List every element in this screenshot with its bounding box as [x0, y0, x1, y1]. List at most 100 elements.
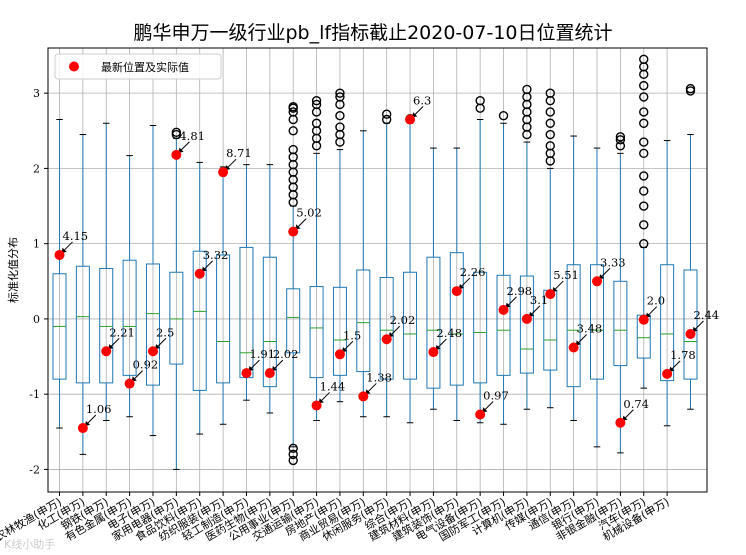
box-body	[683, 269, 698, 380]
latest-marker	[54, 249, 65, 260]
latest-point: 2.44	[685, 308, 719, 339]
box	[683, 83, 698, 410]
latest-value-label: 1.78	[670, 348, 696, 362]
flier-point	[335, 111, 345, 121]
flier-point	[615, 141, 626, 151]
box	[99, 122, 114, 422]
latest-value-label: 2.26	[460, 265, 486, 279]
y-tick-label: -1	[29, 388, 40, 401]
box	[590, 147, 605, 448]
flier-point	[639, 201, 649, 211]
latest-marker	[311, 400, 322, 411]
latest-value-label: 4.15	[63, 229, 89, 243]
box-body	[99, 267, 114, 384]
latest-point: 4.81	[171, 129, 205, 160]
flier-point	[288, 443, 298, 454]
box	[145, 125, 160, 437]
flier-point	[615, 135, 626, 145]
flier-point	[639, 186, 649, 196]
latest-point: 3.48	[568, 322, 603, 353]
box	[613, 132, 628, 454]
latest-value-label: 2.21	[109, 325, 135, 339]
flier-point	[381, 109, 392, 119]
box	[52, 118, 67, 429]
box-body	[660, 264, 675, 382]
flier-point	[639, 92, 649, 102]
x-axis: 农林牧渔(申万)化工(申万)钢铁(申万)有色金属(申万)电子(申万)家用电器(申…	[0, 492, 672, 544]
latest-point: 3.33	[592, 255, 626, 287]
latest-marker	[615, 417, 626, 428]
latest-marker	[521, 313, 532, 324]
flier-point	[288, 101, 298, 112]
latest-marker	[264, 368, 275, 379]
box-body	[449, 252, 464, 386]
flier-point	[545, 88, 555, 98]
latest-marker	[405, 114, 416, 125]
y-tick-label: 2	[33, 162, 40, 175]
latest-marker	[124, 378, 135, 389]
latest-marker	[498, 304, 509, 315]
legend-frame	[54, 53, 222, 80]
legend-marker	[69, 61, 79, 72]
box	[636, 54, 651, 389]
latest-value-label: 2.48	[436, 326, 462, 340]
latest-value-label: 5.51	[553, 268, 579, 282]
plot-frame	[47, 47, 708, 493]
legend-label: 最新位置及实际值	[101, 60, 189, 74]
flier-point	[288, 144, 298, 155]
box	[75, 134, 90, 455]
box-body	[332, 286, 347, 376]
flier-point	[311, 99, 322, 110]
latest-point: 8.71	[218, 146, 252, 178]
latest-point: 0.74	[615, 397, 649, 428]
y-tick-label: 3	[33, 87, 40, 100]
box-body	[426, 256, 441, 389]
latest-value-label: 2.5	[156, 325, 174, 339]
latest-marker	[101, 346, 112, 357]
flier-point	[545, 107, 555, 117]
flier-point	[171, 127, 182, 137]
flier-point	[639, 137, 649, 147]
latest-point: 3.1	[521, 293, 548, 324]
latest-markers: 4.151.062.210.922.54.813.328.711.912.025…	[54, 93, 719, 434]
latest-value-label: 2.44	[693, 308, 719, 322]
latest-value-label: 3.48	[577, 322, 603, 336]
latest-value-label: 2.02	[273, 347, 299, 361]
flier-point	[522, 84, 532, 95]
flier-point	[639, 54, 649, 64]
latest-point: 1.44	[311, 379, 345, 411]
latest-point: 5.51	[545, 268, 579, 300]
box-body	[122, 259, 137, 376]
latest-marker	[288, 226, 299, 237]
latest-marker	[568, 342, 579, 353]
latest-marker	[451, 286, 462, 297]
latest-value-label: 0.92	[133, 358, 159, 372]
latest-marker	[545, 289, 556, 300]
flier-point	[288, 126, 298, 136]
box-body	[379, 277, 394, 380]
flier-point	[335, 122, 345, 132]
flier-point	[639, 220, 649, 230]
latest-value-label: 0.74	[623, 397, 649, 411]
latest-value-label: 1.38	[366, 370, 392, 384]
latest-point: 0.97	[475, 388, 509, 420]
latest-marker	[428, 347, 439, 358]
box-body	[403, 271, 418, 380]
latest-point: 2.21	[101, 325, 135, 357]
latest-marker	[662, 368, 673, 379]
box-body	[75, 265, 90, 384]
latest-value-label: 8.71	[226, 146, 252, 160]
box	[660, 140, 675, 427]
latest-point: 2.02	[381, 313, 415, 345]
box	[496, 111, 511, 425]
chart-title: 鹏华申万一级行业pb_lf指标截止2020-07-10日位置统计	[133, 22, 612, 44]
latest-marker	[358, 391, 369, 402]
box	[169, 127, 184, 470]
box	[332, 88, 347, 403]
box-body	[169, 271, 184, 365]
latest-point: 3.32	[194, 248, 228, 279]
box-body	[613, 280, 628, 367]
latest-marker	[241, 368, 252, 379]
latest-value-label: 6.3	[413, 93, 431, 107]
box-body	[262, 256, 277, 388]
